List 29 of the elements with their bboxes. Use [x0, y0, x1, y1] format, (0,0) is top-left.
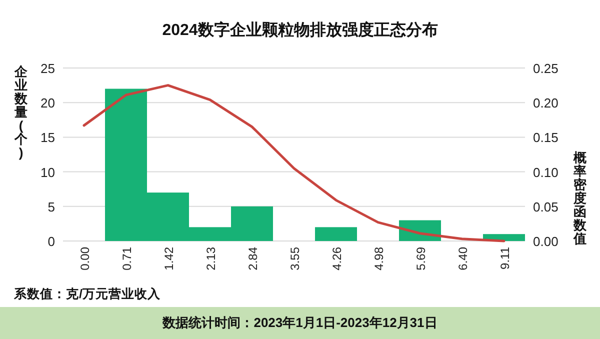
y-axis-title: 企业数量(个): [14, 64, 28, 160]
x-tick-label: 3.55: [288, 246, 302, 270]
x-tick-label: 6.40: [456, 246, 470, 270]
x-tick-label: 0.71: [120, 246, 134, 270]
y-tick-label: 20: [40, 96, 55, 111]
x-tick-label: 2.13: [204, 246, 218, 270]
y-tick-label: 5: [48, 199, 55, 214]
chart-title: 2024数字企业颗粒物排放强度正态分布: [162, 20, 438, 39]
text: 数据统计时间：2023年1月1日-2023年12月31日: [162, 315, 438, 330]
y2-tick-label: 0.05: [533, 199, 558, 214]
y-tick-label: 0: [48, 234, 55, 249]
x-tick-label: 5.69: [414, 246, 428, 270]
y-tick-label: 25: [40, 61, 55, 76]
x-tick-label: 0.00: [78, 246, 92, 270]
x-tick-label: 4.98: [372, 246, 386, 270]
y-tick-label: 15: [40, 130, 55, 146]
y2-tick-label: 0.20: [533, 96, 558, 111]
x-tick-label: 2.84: [246, 246, 260, 270]
x-tick-label: 4.26: [330, 246, 344, 270]
y2-tick-label: 0.25: [533, 61, 558, 76]
y-tick-label: 10: [40, 164, 55, 180]
y2-axis-title: 概率密度函数值: [574, 150, 586, 246]
bar: [315, 227, 357, 241]
y2-tick-label: 0.00: [533, 234, 558, 249]
x-tick-label: 1.42: [162, 246, 176, 270]
text: 系数值：克/万元营业收入: [13, 286, 162, 301]
y2-tick-label: 0.10: [533, 164, 558, 180]
y2-tick-label: 0.15: [533, 130, 558, 146]
x-tick-label: 9.11: [498, 246, 512, 270]
